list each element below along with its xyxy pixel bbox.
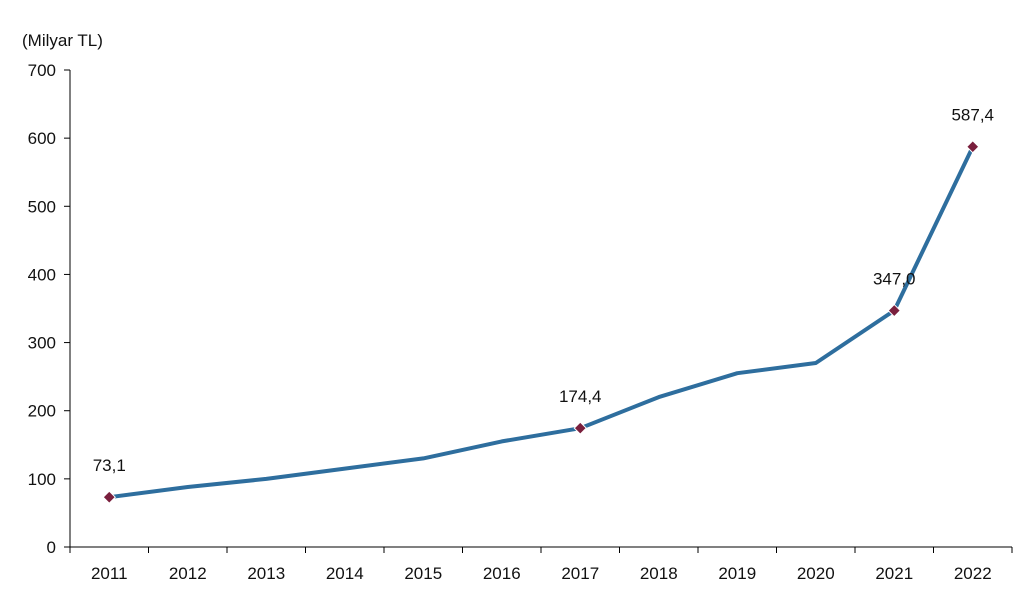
x-tick-label: 2021 [875,564,913,583]
y-tick-label: 100 [28,470,56,489]
series-line [107,144,975,500]
data-label: 174,4 [559,387,602,406]
x-tick-label: 2018 [640,564,678,583]
x-tick-label: 2017 [561,564,599,583]
x-tick-label: 2012 [169,564,207,583]
x-tick-label: 2014 [326,564,364,583]
data-label: 347,0 [873,270,916,289]
y-tick-label: 600 [28,129,56,148]
data-point-marker [887,303,901,318]
x-axis-ticks: 2011 2012 2013 2014 2015 2016 2017 2018 2019 2020… [69,547,1013,583]
data-point-marker [966,140,980,154]
y-tick-label: 0 [47,538,56,557]
data-point-marker [102,490,116,504]
y-tick-label: 200 [28,402,56,421]
x-tick-label: 2016 [483,564,521,583]
y-tick-label: 300 [28,334,56,353]
data-label: 587,4 [951,106,994,125]
x-tick-label: 2020 [797,564,835,583]
y-tick-label: 400 [28,265,56,284]
unit-label: (Milyar TL) [22,31,103,50]
data-label: 73,1 [93,456,126,475]
x-tick-label: 2015 [404,564,442,583]
x-tick-label: 2011 [91,564,128,583]
y-axis-ticks: 0 100 200 300 400 500 600 700 [28,61,70,557]
marker-layer [102,140,980,504]
axes [69,70,1012,548]
x-tick-label: 2013 [247,564,285,583]
x-tick-label: 2022 [954,564,992,583]
y-tick-label: 700 [28,61,56,80]
data-point-marker [573,421,587,435]
x-tick-label: 2019 [718,564,756,583]
data-label-layer: 73,1 174,4 347,0 587,4 [93,106,994,475]
y-tick-label: 500 [28,197,56,216]
series-layer [107,144,975,500]
